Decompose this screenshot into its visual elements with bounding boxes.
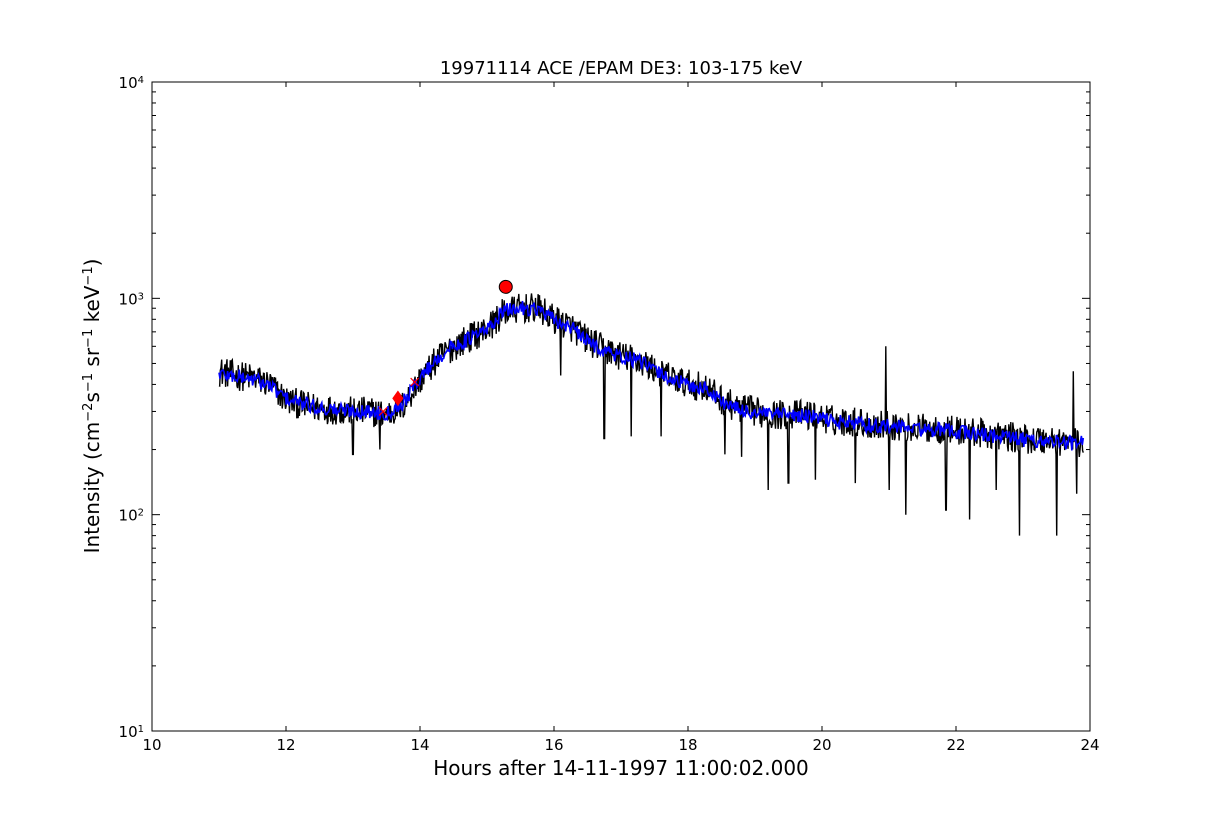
x-tick-label: 12 <box>276 736 295 754</box>
marker-circle <box>498 279 513 294</box>
y-tick-label: 101 <box>119 723 144 741</box>
marker-diamond <box>392 390 404 407</box>
y-tick-label: 103 <box>119 290 144 308</box>
y-tick-label: 104 <box>119 74 144 92</box>
y-axis-label: Intensity (cm−2s−1 sr−1 keV−1) <box>80 259 104 554</box>
chart-title: 19971114 ACE /EPAM DE3: 103-175 keV <box>440 58 803 79</box>
plot-frame <box>151 81 1091 732</box>
x-tick-label: 10 <box>142 736 161 754</box>
y-tick-label: 102 <box>119 507 144 525</box>
x-tick-label: 18 <box>678 736 697 754</box>
tick-layer: 10 12 14 16 18 20 22 24 101 102 103 104 <box>119 74 1100 754</box>
x-tick-label: 24 <box>1080 736 1099 754</box>
x-tick-label: 16 <box>544 736 563 754</box>
x-tick-label: 14 <box>410 736 429 754</box>
x-tick-label: 20 <box>812 736 831 754</box>
x-axis-label: Hours after 14-11-1997 11:00:02.000 <box>433 756 809 780</box>
x-tick-label: 22 <box>946 736 965 754</box>
marker-cross <box>378 407 388 416</box>
marker-cross <box>410 377 420 387</box>
series-line-smoothed <box>218 300 1085 451</box>
series-layer <box>218 293 1085 536</box>
marker-layer <box>378 279 513 416</box>
